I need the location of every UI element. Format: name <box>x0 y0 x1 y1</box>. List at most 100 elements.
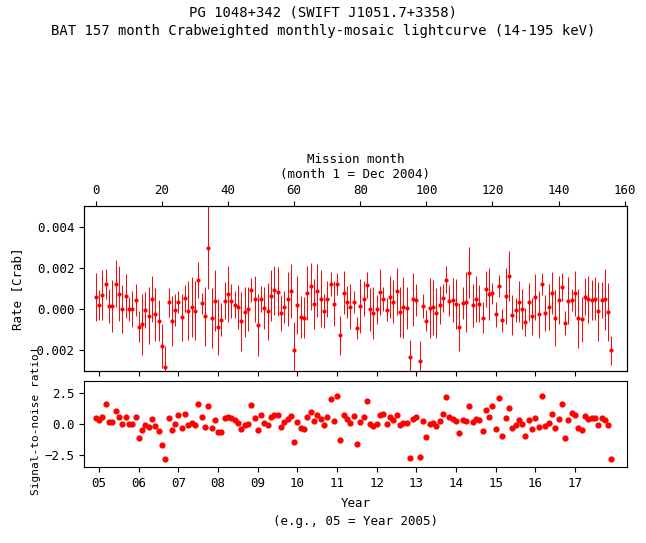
Point <box>412 412 422 421</box>
Point <box>193 400 203 408</box>
Point <box>120 413 130 421</box>
Text: (e.g., 05 = Year 2005): (e.g., 05 = Year 2005) <box>273 515 438 528</box>
Point <box>167 425 177 434</box>
Point <box>398 419 408 427</box>
Point <box>573 424 583 432</box>
Point <box>226 414 236 422</box>
Point <box>375 411 385 419</box>
Point <box>382 420 392 429</box>
Point <box>220 414 230 422</box>
Point <box>256 410 266 419</box>
Point <box>210 416 220 425</box>
Point <box>326 394 336 403</box>
Point <box>501 414 511 422</box>
Point <box>603 421 613 430</box>
Point <box>487 401 497 410</box>
Point <box>391 410 402 419</box>
Point <box>154 426 164 435</box>
Point <box>216 427 227 436</box>
Point <box>117 420 127 428</box>
Point <box>180 410 191 419</box>
Y-axis label: Rate [Crab]: Rate [Crab] <box>11 248 24 330</box>
Point <box>206 424 216 432</box>
Point <box>292 418 302 427</box>
Point <box>273 411 283 420</box>
Point <box>296 424 306 433</box>
Point <box>547 410 557 419</box>
Point <box>368 421 379 430</box>
Point <box>580 411 590 420</box>
Point <box>567 409 577 418</box>
Point <box>236 425 247 433</box>
Point <box>497 432 508 441</box>
Point <box>464 402 474 411</box>
Point <box>173 411 183 420</box>
Point <box>348 412 359 420</box>
Point <box>286 412 296 420</box>
Point <box>415 452 425 461</box>
Point <box>596 414 607 422</box>
Point <box>371 420 382 428</box>
Point <box>441 393 452 402</box>
Point <box>359 412 369 421</box>
Point <box>388 415 399 424</box>
Point <box>229 415 240 424</box>
Point <box>530 413 541 422</box>
Point <box>378 409 388 418</box>
Point <box>147 414 157 423</box>
Point <box>550 424 561 432</box>
Point <box>554 415 564 424</box>
Text: PG 1048+342 (SWIFT J1051.7+3358): PG 1048+342 (SWIFT J1051.7+3358) <box>189 5 457 20</box>
Point <box>289 438 299 446</box>
Point <box>524 415 534 424</box>
Point <box>213 428 224 437</box>
Point <box>583 414 594 423</box>
Point <box>510 420 521 429</box>
Point <box>537 392 547 401</box>
Point <box>157 440 167 449</box>
Point <box>527 424 537 433</box>
Point <box>593 421 603 430</box>
Point <box>401 419 412 427</box>
Point <box>494 394 505 403</box>
Point <box>110 406 121 415</box>
Point <box>302 412 313 421</box>
Point <box>362 396 372 405</box>
Point <box>395 421 405 430</box>
Point <box>269 411 280 419</box>
Point <box>421 433 432 441</box>
Point <box>408 415 419 424</box>
Point <box>534 422 544 431</box>
Point <box>504 403 514 412</box>
Point <box>276 422 286 431</box>
Point <box>259 419 269 427</box>
Point <box>104 418 114 426</box>
Point <box>233 418 243 427</box>
Point <box>203 401 213 410</box>
Point <box>187 419 197 427</box>
Point <box>342 414 352 423</box>
Point <box>570 411 580 420</box>
Point <box>477 426 488 435</box>
Point <box>163 414 174 422</box>
Point <box>279 418 289 427</box>
Point <box>404 454 415 463</box>
Point <box>517 420 527 428</box>
Point <box>309 417 319 426</box>
Point <box>243 419 253 428</box>
Point <box>468 418 478 426</box>
Point <box>306 408 316 416</box>
Point <box>590 414 600 422</box>
Point <box>514 415 524 424</box>
Point <box>150 422 160 431</box>
Point <box>418 416 428 425</box>
Point <box>461 417 471 426</box>
Point <box>543 419 554 427</box>
Point <box>434 417 444 426</box>
Point <box>599 416 610 425</box>
Point <box>240 421 250 430</box>
Point <box>143 422 154 431</box>
Point <box>101 400 111 408</box>
Point <box>332 392 342 400</box>
Point <box>322 413 333 421</box>
